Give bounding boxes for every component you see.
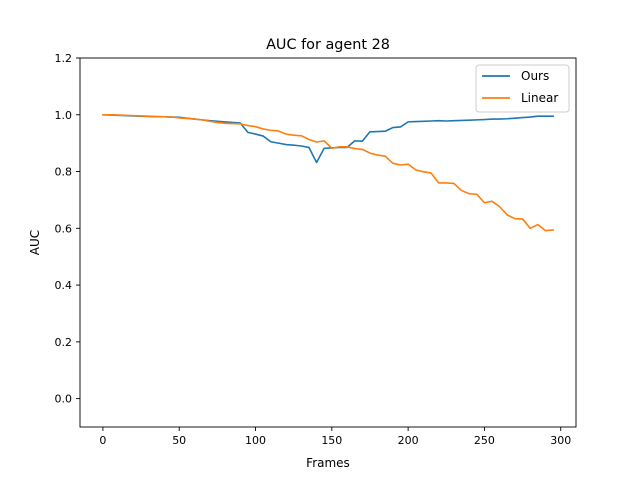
y-tick-label: 0.2 (55, 336, 73, 349)
chart-title: AUC for agent 28 (266, 37, 390, 53)
series-line-linear (102, 113, 554, 232)
y-tick-label: 0.4 (55, 279, 73, 292)
legend-label-linear: Linear (521, 91, 558, 105)
y-tick-label: 1.0 (55, 109, 73, 122)
x-axis-label: Frames (306, 456, 350, 470)
y-tick-label: 0.0 (55, 393, 73, 406)
y-axis-ticks: 0.0 0.2 0.4 0.6 0.8 1.0 1.2 (55, 52, 80, 406)
x-axis-ticks: 0 50 100 150 200 250 300 (99, 427, 571, 447)
y-tick-label: 1.2 (55, 52, 73, 65)
axes-frame (79, 57, 577, 428)
y-axis-label: AUC (28, 230, 42, 255)
legend: Ours Linear (475, 64, 570, 113)
x-tick-label: 250 (474, 434, 495, 447)
x-tick-label: 100 (245, 434, 266, 447)
x-tick-label: 0 (99, 434, 106, 447)
x-tick-label: 200 (398, 434, 419, 447)
x-tick-label: 50 (172, 434, 186, 447)
x-tick-label: 150 (321, 434, 342, 447)
legend-label-ours: Ours (521, 69, 549, 83)
x-tick-label: 300 (550, 434, 571, 447)
series-layer (102, 113, 554, 232)
y-tick-label: 0.8 (55, 166, 73, 179)
y-tick-label: 0.6 (55, 222, 73, 235)
